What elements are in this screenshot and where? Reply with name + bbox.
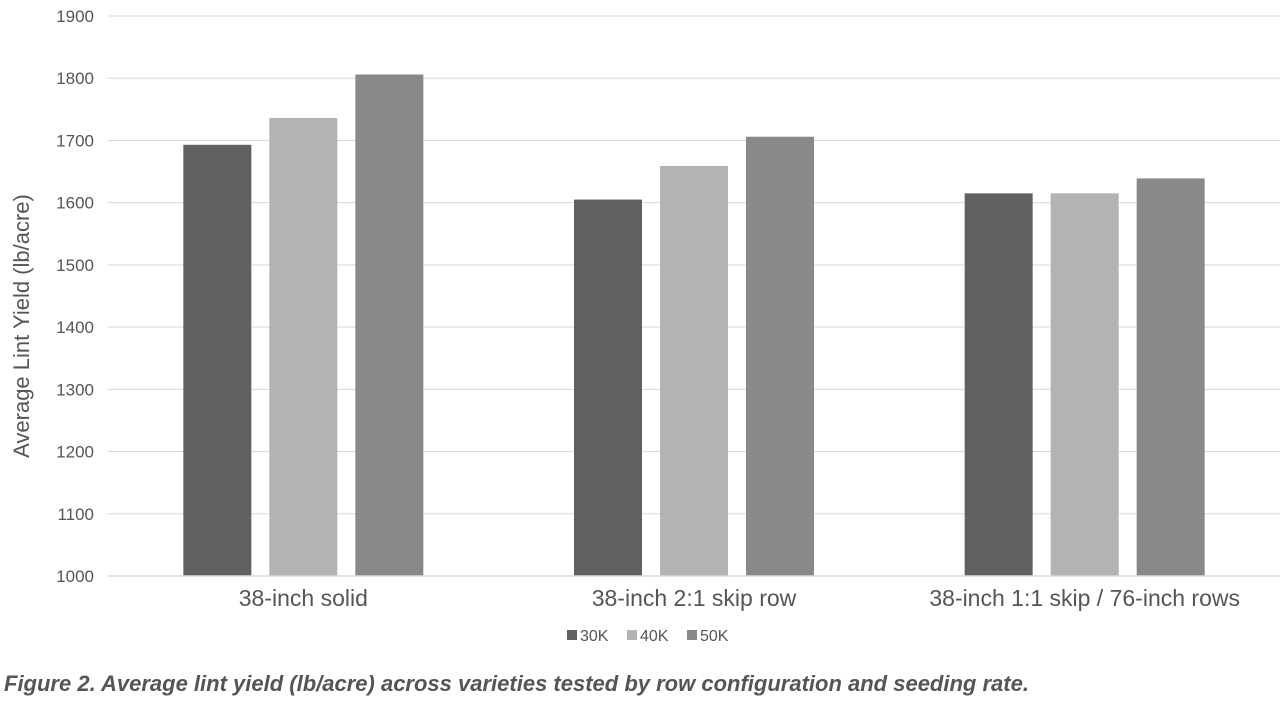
bar-50k-3 xyxy=(1136,178,1205,576)
bar-50k-1 xyxy=(355,74,424,576)
y-tick-label: 1700 xyxy=(56,131,94,150)
y-tick-label: 1900 xyxy=(56,7,94,26)
category-label: 38-inch solid xyxy=(239,585,368,611)
bar-30k-2 xyxy=(574,199,642,577)
bars xyxy=(183,74,1205,577)
y-axis-tick-labels: 1000 1100 1200 1300 1400 1500 1600 1700 1800 1900 xyxy=(56,7,94,586)
y-tick-label: 1300 xyxy=(56,380,94,399)
legend-swatch-30k xyxy=(567,630,577,640)
y-tick-label: 1000 xyxy=(56,567,94,586)
y-tick-label: 1400 xyxy=(56,318,94,337)
y-axis-title: Average Lint Yield (lb/acre) xyxy=(9,194,34,458)
legend-label-30k: 30K xyxy=(580,628,609,645)
bar-30k-3 xyxy=(964,193,1033,577)
y-tick-label: 1100 xyxy=(57,505,94,524)
bar-chart: 1000 1100 1200 1300 1400 1500 1600 1700 1800 1900… xyxy=(9,7,1280,645)
bar-40k-2 xyxy=(660,165,728,576)
y-tick-label: 1800 xyxy=(56,69,94,88)
category-labels: 38-inch solid 38-inch 2:1 skip row 38-inch… xyxy=(239,585,1240,611)
legend-swatch-50k xyxy=(687,630,697,640)
bar-40k-3 xyxy=(1050,193,1119,577)
y-tick-label: 1500 xyxy=(56,256,94,275)
bar-30k-1 xyxy=(183,144,252,577)
y-tick-label: 1600 xyxy=(56,194,94,213)
legend-label-50k: 50K xyxy=(700,628,729,645)
legend: 30K 40K 50K xyxy=(567,628,729,645)
category-label: 38-inch 1:1 skip / 76-inch rows xyxy=(929,585,1240,611)
legend-swatch-40k xyxy=(627,630,637,640)
category-label: 38-inch 2:1 skip row xyxy=(592,585,797,611)
y-tick-label: 1200 xyxy=(56,443,94,462)
bar-50k-2 xyxy=(746,136,814,576)
bar-40k-1 xyxy=(269,118,338,577)
legend-label-40k: 40K xyxy=(640,628,669,645)
figure-caption: Figure 2. Average lint yield (lb/acre) a… xyxy=(4,671,1029,696)
